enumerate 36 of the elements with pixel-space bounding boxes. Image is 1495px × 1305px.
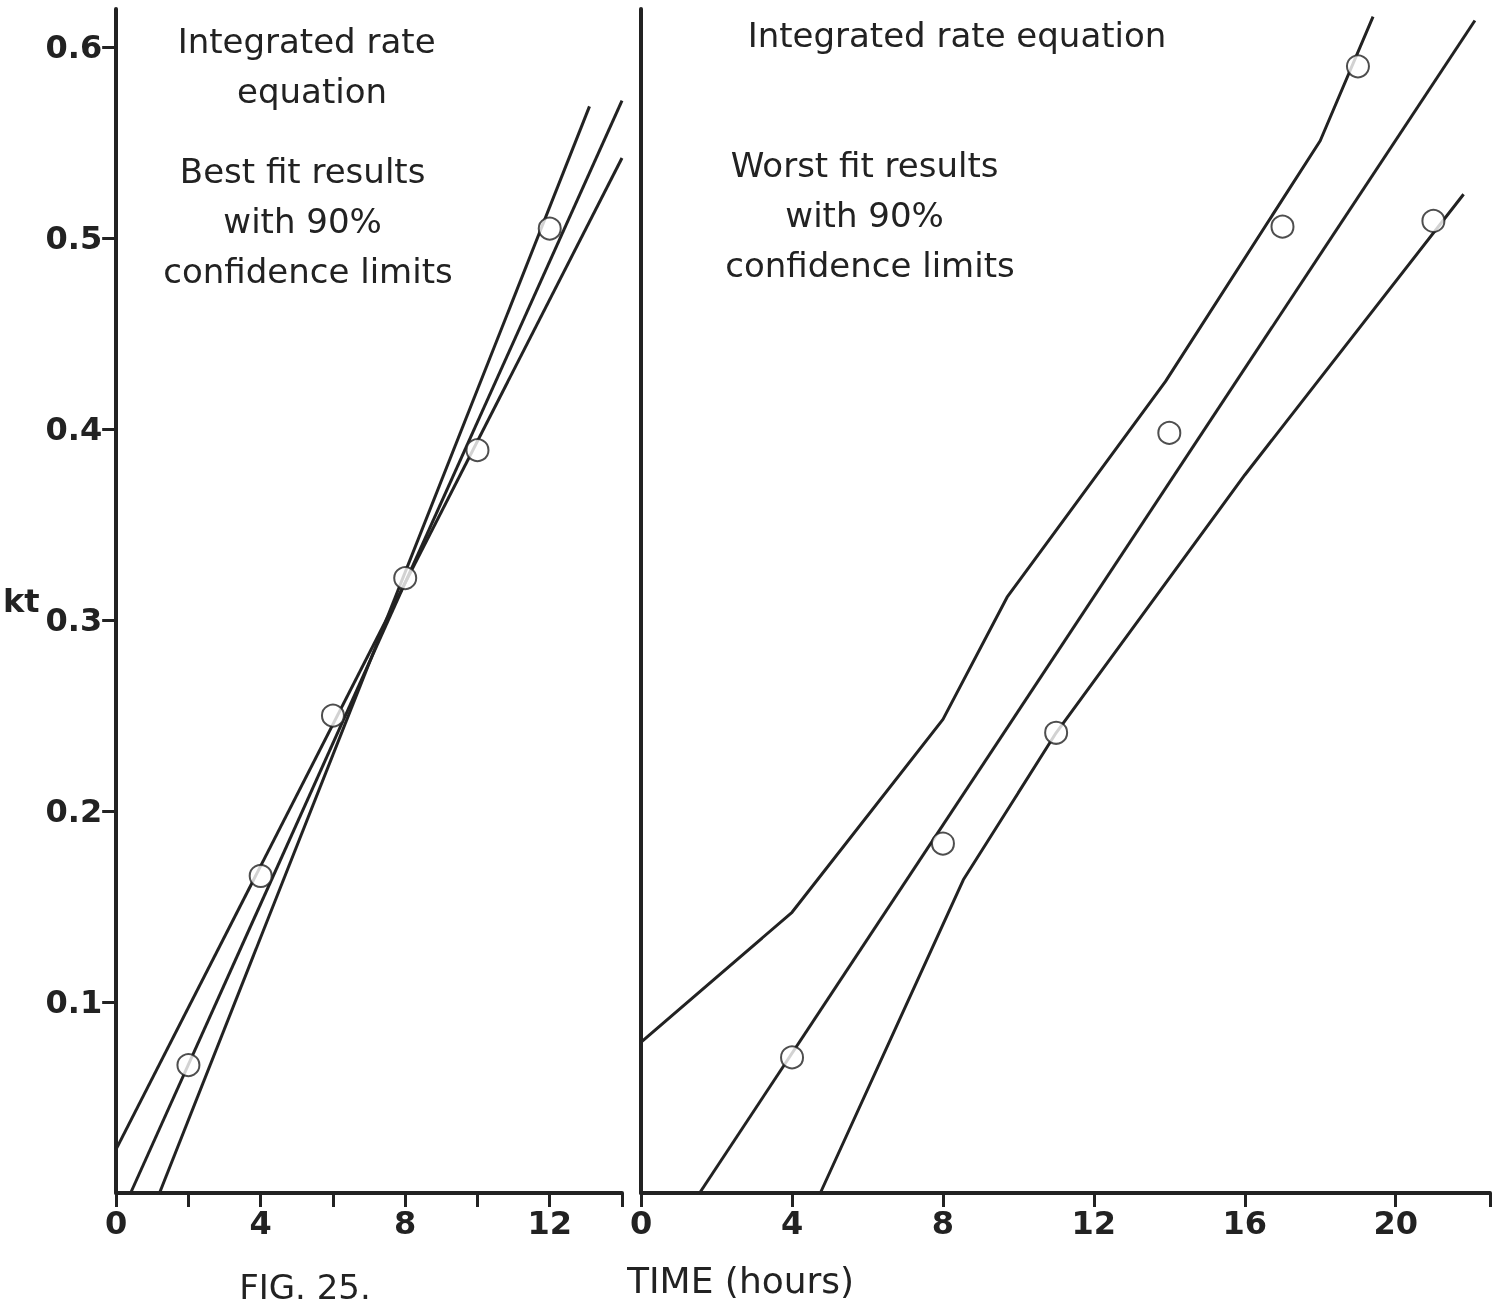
point [1157, 420, 1182, 445]
caption: FIG. 25. [239, 1267, 371, 1305]
point [248, 864, 273, 888]
annotation: Integrated rate equation [747, 15, 1167, 55]
x-axis-title: TIME (hours) [626, 1259, 855, 1301]
x-tick-label: 0 [630, 1204, 653, 1242]
point [320, 703, 345, 728]
point [465, 438, 490, 463]
y-tick-label: 0.2 [45, 792, 103, 831]
x-tick-label: 4 [249, 1204, 272, 1242]
point [537, 216, 562, 241]
point [780, 1045, 805, 1070]
y-tick-label: 0.5 [45, 219, 103, 258]
x-tick-label: 8 [394, 1204, 417, 1242]
annotation: Best fit results with 90% confidence limits [163, 151, 453, 291]
x-tick-label: 20 [1373, 1204, 1418, 1242]
point [1345, 54, 1370, 79]
point [393, 566, 418, 591]
x-tick-label: 4 [780, 1204, 804, 1242]
annotation: Worst fit results with 90% confidence limits [725, 145, 1015, 285]
point [1270, 214, 1295, 239]
point [1044, 720, 1069, 745]
point [930, 831, 955, 856]
point [176, 1053, 201, 1078]
y-tick-label: 0.3 [45, 601, 103, 640]
y-tick-label: 0.1 [45, 983, 103, 1022]
x-tick-label: 0 [105, 1204, 128, 1242]
y-tick-label: 0.4 [45, 410, 103, 449]
point [1421, 208, 1446, 233]
y-axis-title: kt [3, 582, 40, 620]
x-tick-label: 8 [931, 1204, 955, 1242]
x-tick-label: 12 [527, 1204, 572, 1242]
annotation: Integrated rate equation [177, 21, 447, 111]
y-tick-label: 0.6 [45, 28, 103, 67]
x-tick-label: 12 [1071, 1204, 1117, 1242]
x-tick-label: 16 [1222, 1204, 1268, 1242]
